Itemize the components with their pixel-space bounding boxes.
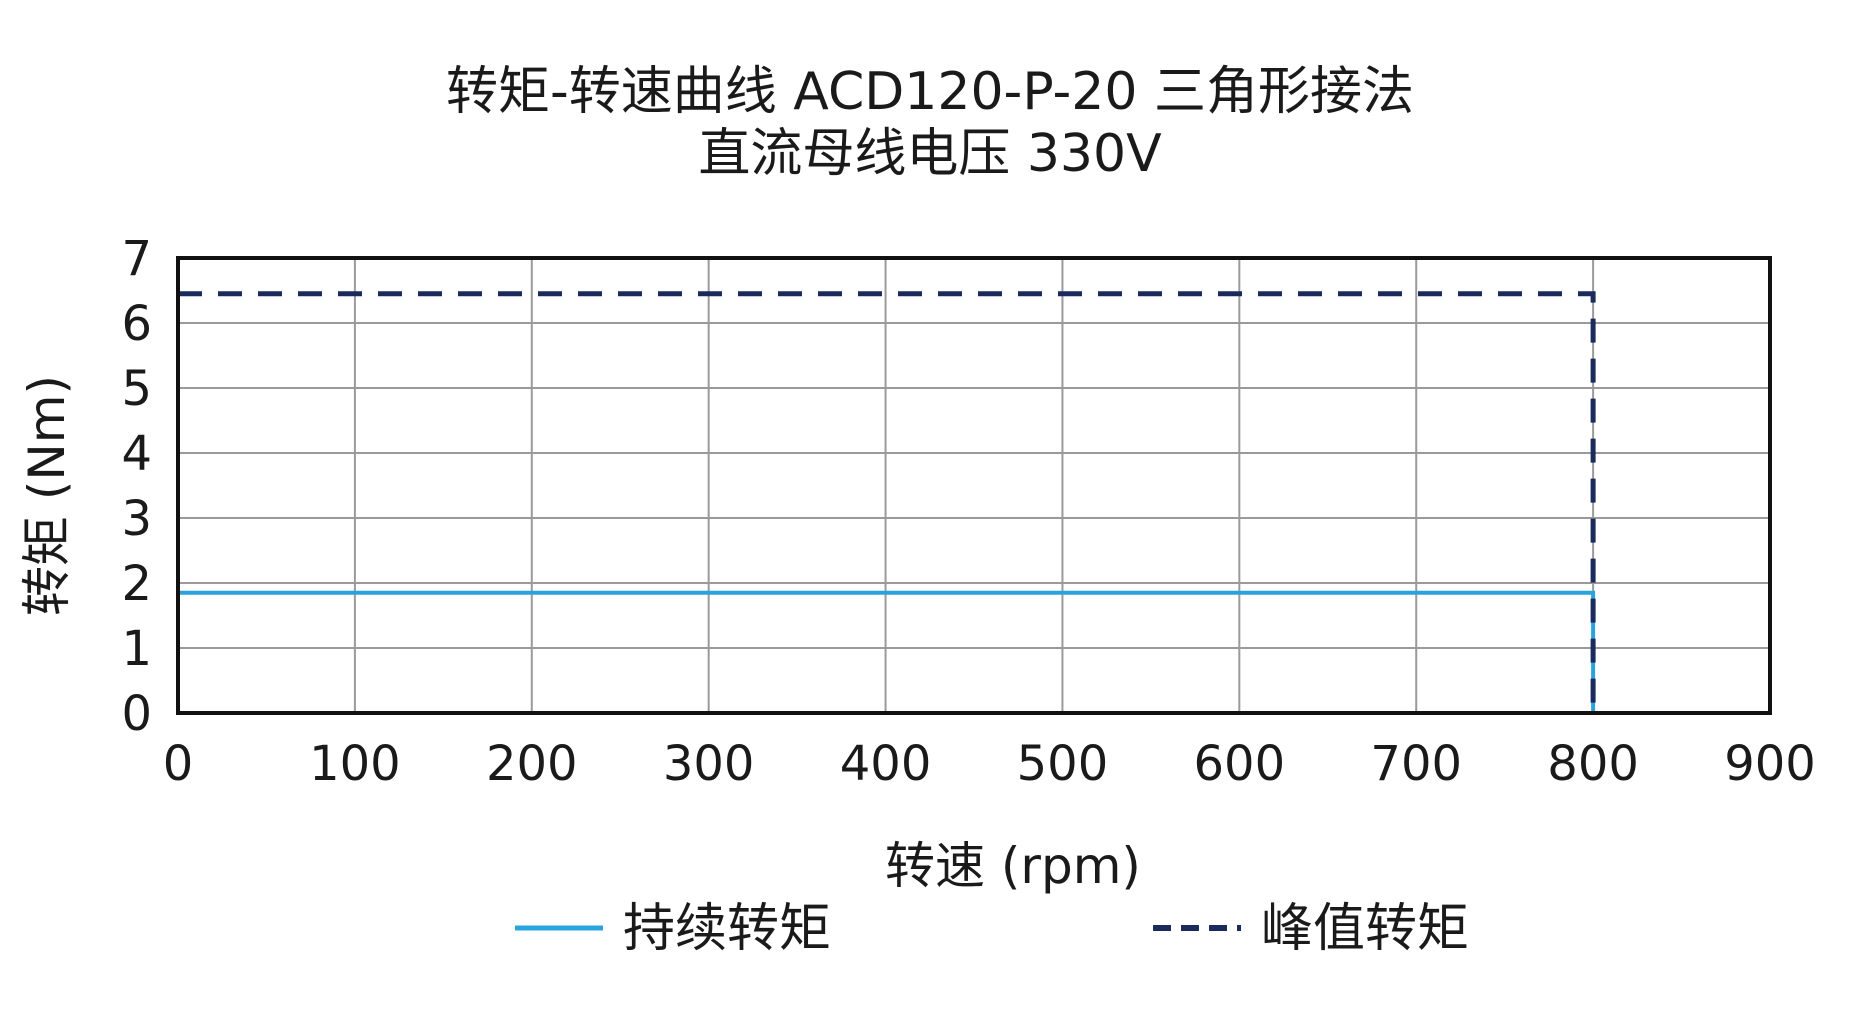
plot-frame [176,256,1772,715]
grid [178,258,1770,713]
chart-title: 转矩-转速曲线 ACD120-P-20 三角形接法 [446,62,1414,122]
series-line [178,291,1596,713]
y-tick-labels: 0 1 2 3 4 5 6 7 [121,231,152,742]
y-tick-label: 0 [121,686,152,742]
y-tick-label: 1 [121,621,152,677]
x-axis-label: 转速 (rpm) [885,837,1141,895]
x-tick-label: 800 [1547,736,1639,792]
x-tick-label: 0 [163,736,194,792]
x-tick-label: 400 [840,736,932,792]
y-tick-label: 6 [121,296,152,352]
legend-label: 持续转矩 [623,899,831,959]
x-tick-labels: 0 100 200 300 400 500 600 700 800 900 [163,736,1816,792]
x-tick-label: 500 [1017,736,1109,792]
y-tick-label: 4 [121,426,152,482]
chart-subtitle: 直流母线电压 330V [698,124,1162,184]
x-tick-label: 200 [486,736,578,792]
series-lines [178,291,1596,713]
y-tick-label: 2 [121,556,152,612]
x-tick-label: 100 [309,736,401,792]
y-tick-label: 5 [121,361,152,417]
x-tick-label: 900 [1724,736,1816,792]
legend-label: 峰值转矩 [1261,899,1469,959]
legend: 持续转矩 峰值转矩 [515,899,1469,959]
series-line [178,590,1596,713]
x-tick-label: 700 [1370,736,1462,792]
y-axis-label: 转矩 (Nm) [18,375,76,616]
y-tick-label: 3 [121,491,152,547]
x-tick-label: 300 [663,736,755,792]
y-tick-label: 7 [121,231,152,287]
x-tick-label: 600 [1194,736,1286,792]
